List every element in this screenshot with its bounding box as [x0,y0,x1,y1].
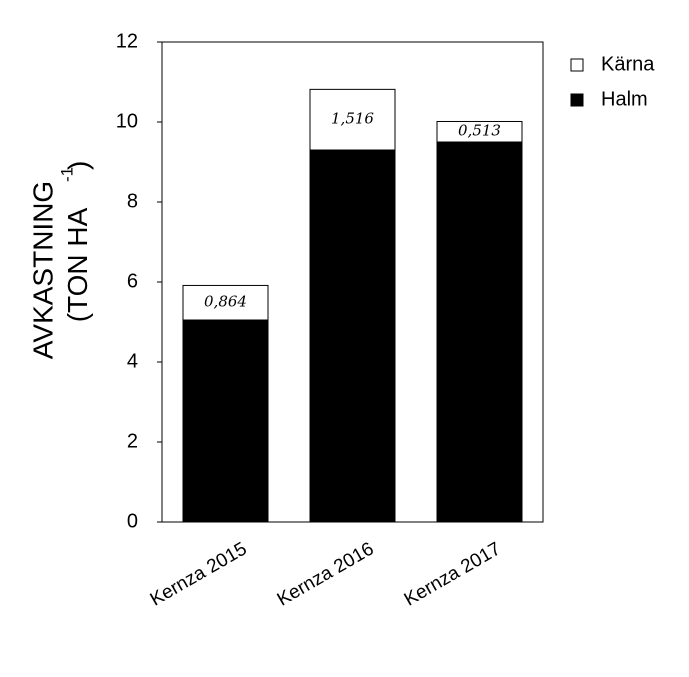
x-tick-label: Kernza 2017 [401,538,505,610]
value-label: 1,516 [331,110,374,128]
y-axis-title: AVKASTNING (TON HA -1 ) [27,161,93,360]
y-axis-title-part: (TON HA [62,207,93,322]
y-axis-title-part: ) [62,161,93,170]
bar-segment [309,149,396,523]
bar-segment [309,88,396,151]
y-tick-label: 0 [127,510,138,532]
y-tick-label: 12 [116,30,138,52]
y-axis-title-line: (TON HA [62,207,93,322]
value-label: 0,513 [458,122,501,140]
legend-label: Kärna [601,53,655,75]
x-tick-label: Kernza 2016 [274,538,378,610]
legend-swatch [570,58,584,72]
y-axis-title-sup: -1 [57,167,76,182]
bar-segment [182,319,269,523]
y-tick-label: 8 [127,190,138,212]
y-tick-label: 6 [127,270,138,292]
value-label: 0,864 [204,293,247,311]
y-tick-label: 10 [116,110,138,132]
y-axis-title-line: AVKASTNING [27,181,58,359]
bar-segment [436,141,523,523]
bar-segment [436,120,523,143]
legend-label: Halm [601,88,648,110]
bar-segment [182,284,269,321]
y-tick-label: 2 [127,430,138,452]
y-tick-label: 4 [127,350,138,372]
x-tick-label: Kernza 2015 [147,538,251,610]
legend-swatch [570,93,584,107]
